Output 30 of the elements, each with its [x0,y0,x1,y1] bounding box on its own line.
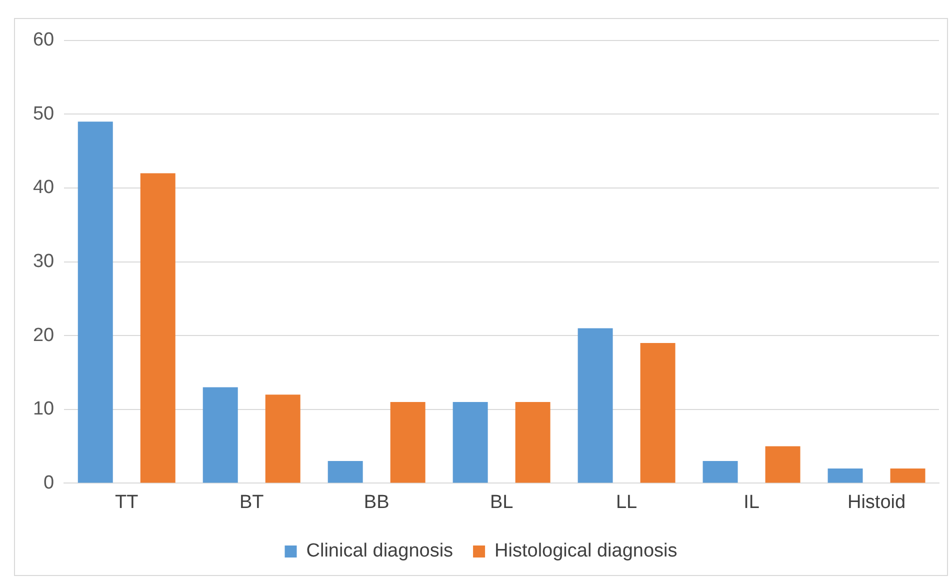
x-tick-label: Histoid [847,492,906,513]
bar [828,468,863,483]
bar [452,402,488,483]
bar [328,461,363,483]
y-tick-label: 40 [32,177,54,198]
bar [578,328,613,483]
x-tick-label: TT [115,492,139,513]
y-tick-label: 0 [44,472,54,494]
y-tick-label: 20 [32,324,54,346]
y-tick-label: 60 [32,30,54,51]
legend-label: Histological diagnosis [494,540,678,562]
bar [515,402,550,483]
y-tick-label: 10 [32,398,54,420]
y-tick-label: 50 [32,103,54,124]
x-tick-label: BT [239,492,264,513]
x-tick-label: IL [744,492,760,513]
bar [702,461,738,483]
x-tick-label: LL [616,492,638,513]
bar [640,342,676,483]
bar [265,394,300,483]
legend-label: Clinical diagnosis [306,540,454,562]
bar [140,173,176,483]
bar [78,122,113,483]
x-tick-label: BL [490,492,514,513]
bar [890,468,926,483]
y-tick-label: 30 [32,251,54,272]
bar [202,387,238,483]
bar [390,402,426,483]
bar [765,446,800,483]
x-tick-label: BB [364,492,390,513]
